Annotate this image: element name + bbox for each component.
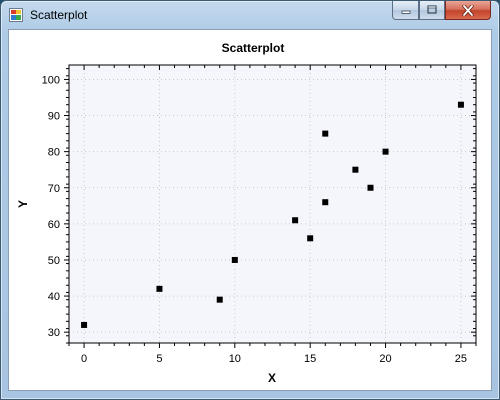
scatter-point (322, 130, 329, 137)
x-tick-label: 5 (156, 353, 162, 365)
y-tick-label: 100 (42, 74, 60, 86)
chart-title: Scatterplot (222, 41, 285, 55)
scatter-point (81, 321, 88, 328)
maximize-button[interactable] (419, 1, 445, 20)
scatter-point (292, 217, 299, 224)
data-points (81, 101, 464, 328)
window-title: Scatterplot (30, 8, 88, 22)
y-tick-label: 80 (48, 147, 60, 159)
close-button[interactable] (445, 1, 491, 20)
scatter-point (156, 285, 163, 292)
x-tick-label: 20 (379, 353, 391, 365)
scatter-point (216, 296, 223, 303)
scatter-chart: Scatterplot 0 5 10 15 20 2530405060708090100 … (16, 41, 477, 385)
scatter-point (231, 256, 238, 263)
plot-border (68, 64, 477, 344)
axis-ticks: 0 5 10 15 20 25 30 40 50 60 70 80 90 100 (42, 65, 477, 365)
scatter-point (367, 184, 374, 191)
close-icon (462, 4, 474, 16)
minimize-button[interactable] (392, 1, 419, 20)
x-tick-label: 25 (455, 353, 467, 365)
maximize-icon (427, 5, 437, 14)
y-tick-label: 50 (48, 255, 60, 267)
scatter-point (382, 148, 389, 155)
x-tick-label: 0 (81, 353, 87, 365)
chart-panel: Scatterplot 0 5 10 15 20 25 30 40 50 60 70 80 90 100 … (8, 29, 492, 391)
app-icon (9, 8, 23, 22)
scatter-point (352, 166, 359, 173)
y-tick-label: 70 (48, 183, 60, 195)
title-bar[interactable]: Scatterplot (1, 1, 499, 29)
y-tick-label: 60 (48, 219, 60, 231)
x-tick-label: 15 (304, 353, 316, 365)
minimize-icon (401, 10, 410, 14)
x-tick-label: 10 (229, 353, 241, 365)
scatter-point (322, 199, 329, 206)
x-axis-label: X (268, 371, 276, 385)
y-axis-label: Y (16, 200, 30, 208)
y-tick-label: 90 (48, 111, 60, 123)
y-tick-label: 30 (48, 327, 60, 339)
plot-area (69, 65, 476, 343)
scatter-point (307, 235, 314, 242)
scatter-point (457, 101, 464, 108)
y-tick-label: 40 (48, 291, 60, 303)
